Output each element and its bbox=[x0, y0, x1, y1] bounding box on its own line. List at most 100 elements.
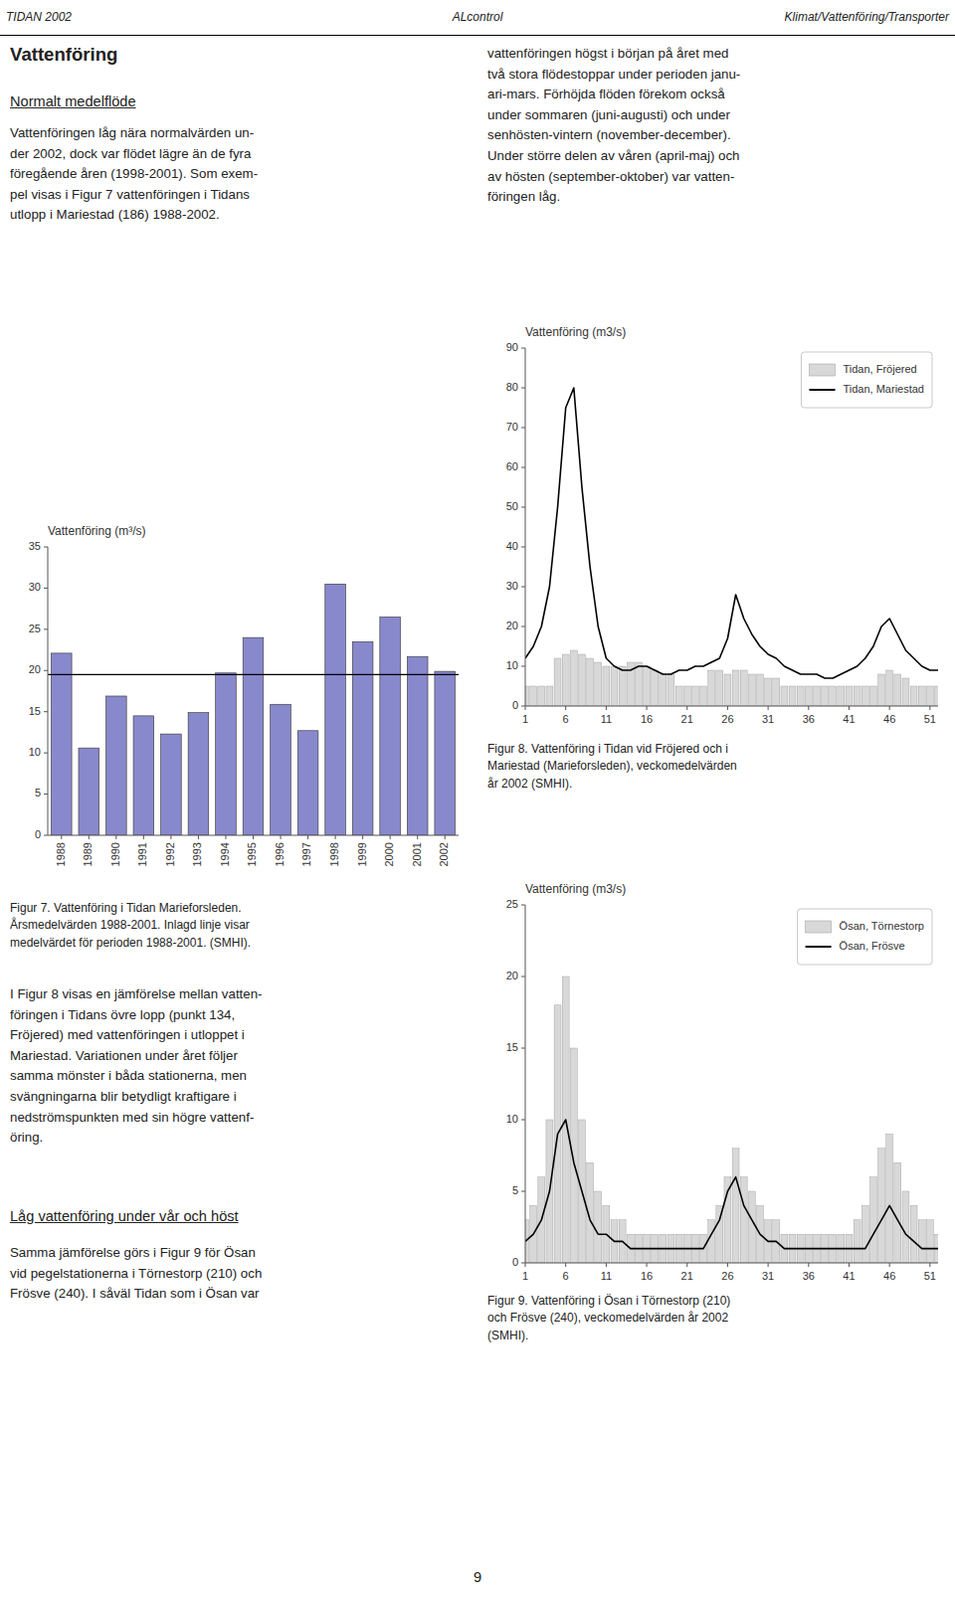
bar bbox=[788, 686, 796, 707]
bar bbox=[434, 671, 456, 836]
paragraph: vattenföringen högst i början på året me… bbox=[487, 43, 946, 208]
x-tick-label: 11 bbox=[600, 713, 612, 726]
x-tick-label: 16 bbox=[640, 713, 653, 726]
legend-label: Tidan, Mariestad bbox=[842, 382, 925, 395]
bar bbox=[748, 1191, 756, 1264]
y-tick bbox=[43, 835, 48, 837]
bar bbox=[667, 674, 675, 707]
x-tick bbox=[767, 1263, 769, 1268]
bar bbox=[740, 670, 748, 707]
x-tick-label: 1991 bbox=[136, 842, 149, 867]
x-tick bbox=[727, 706, 729, 711]
paragraph: I Figur 8 visas en jämförelse mellan vat… bbox=[9, 984, 468, 1149]
bar bbox=[78, 748, 100, 836]
x-tick-label: 2001 bbox=[410, 842, 423, 867]
bar bbox=[861, 686, 869, 707]
legend-box bbox=[800, 352, 933, 408]
legend-swatch bbox=[808, 364, 835, 377]
bar bbox=[578, 654, 586, 707]
x-tick-label: 21 bbox=[681, 1270, 694, 1283]
bar bbox=[821, 686, 829, 707]
y-tick bbox=[43, 753, 48, 755]
plot-area bbox=[525, 387, 939, 707]
y-tick bbox=[521, 1120, 526, 1122]
x-tick bbox=[605, 1263, 607, 1268]
x-tick-label: 16 bbox=[640, 1270, 653, 1283]
x-tick bbox=[848, 1263, 850, 1268]
y-tick bbox=[521, 905, 526, 907]
bar bbox=[530, 686, 538, 707]
bar bbox=[161, 734, 183, 836]
y-tick bbox=[521, 348, 526, 350]
y-tick-label: 20 bbox=[28, 663, 41, 676]
x-tick bbox=[565, 1263, 567, 1268]
y-tick-label: 40 bbox=[506, 540, 519, 553]
x-tick bbox=[170, 835, 172, 840]
y-tick-label: 5 bbox=[512, 1184, 519, 1197]
x-tick bbox=[848, 706, 850, 711]
y-tick bbox=[521, 626, 526, 628]
y-tick-label: 10 bbox=[506, 659, 519, 672]
bar bbox=[683, 686, 691, 707]
bar bbox=[297, 731, 319, 836]
axes: 010203040506070809016111621263136414651 bbox=[506, 341, 939, 726]
bar bbox=[918, 1220, 926, 1264]
bar bbox=[829, 686, 837, 707]
x-tick bbox=[605, 706, 607, 711]
x-tick bbox=[686, 706, 688, 711]
x-tick-label: 6 bbox=[563, 713, 570, 726]
bar bbox=[594, 1191, 602, 1264]
subheading: Normalt medelflöde bbox=[9, 93, 137, 110]
x-tick-label: 26 bbox=[721, 713, 734, 726]
y-tick-label: 5 bbox=[34, 786, 41, 799]
x-tick bbox=[444, 835, 446, 840]
x-tick-label: 1995 bbox=[245, 842, 258, 867]
x-tick-label: 36 bbox=[802, 713, 815, 726]
y-tick-label: 25 bbox=[28, 622, 41, 635]
bar bbox=[594, 662, 602, 707]
y-tick bbox=[43, 793, 48, 795]
x-tick bbox=[60, 835, 62, 840]
bar bbox=[525, 686, 529, 707]
bar bbox=[50, 653, 72, 836]
y-tick-label: 90 bbox=[506, 341, 519, 354]
bar bbox=[861, 1205, 869, 1264]
x-tick bbox=[224, 835, 226, 840]
y-tick bbox=[43, 670, 48, 672]
chart-title: Vattenföring (m3/s) bbox=[525, 882, 626, 897]
bar bbox=[845, 686, 853, 707]
caption: Figur 9. Vattenföring i Ösan i Törnestor… bbox=[487, 1293, 946, 1345]
bar bbox=[406, 656, 428, 836]
bar bbox=[902, 1191, 910, 1264]
x-tick-label: 2000 bbox=[382, 842, 395, 867]
x-axis-line bbox=[525, 706, 939, 708]
y-tick bbox=[43, 547, 48, 549]
bar bbox=[772, 678, 780, 707]
bar bbox=[894, 1162, 902, 1264]
mean-line bbox=[47, 674, 459, 676]
bar bbox=[651, 670, 659, 707]
bar bbox=[325, 583, 347, 836]
chart: 051015202516111621263136414651Vattenföri… bbox=[487, 875, 955, 1294]
bar bbox=[352, 641, 374, 836]
bar bbox=[570, 650, 577, 707]
y-tick bbox=[521, 467, 526, 469]
bar bbox=[902, 678, 910, 707]
bar bbox=[780, 686, 788, 707]
bar bbox=[837, 686, 845, 707]
x-tick bbox=[307, 835, 309, 840]
x-tick bbox=[807, 706, 809, 711]
bar bbox=[538, 686, 546, 707]
bar bbox=[926, 1220, 934, 1264]
y-tick-label: 15 bbox=[506, 1041, 519, 1054]
x-tick-label: 41 bbox=[842, 1270, 855, 1283]
bar bbox=[732, 670, 740, 707]
bar bbox=[215, 673, 237, 836]
legend-box bbox=[797, 909, 933, 965]
bar bbox=[853, 1220, 861, 1264]
x-tick bbox=[646, 1263, 648, 1268]
bar bbox=[270, 704, 292, 836]
x-tick bbox=[646, 706, 648, 711]
y-tick-label: 10 bbox=[28, 746, 41, 759]
bar bbox=[878, 1148, 886, 1264]
